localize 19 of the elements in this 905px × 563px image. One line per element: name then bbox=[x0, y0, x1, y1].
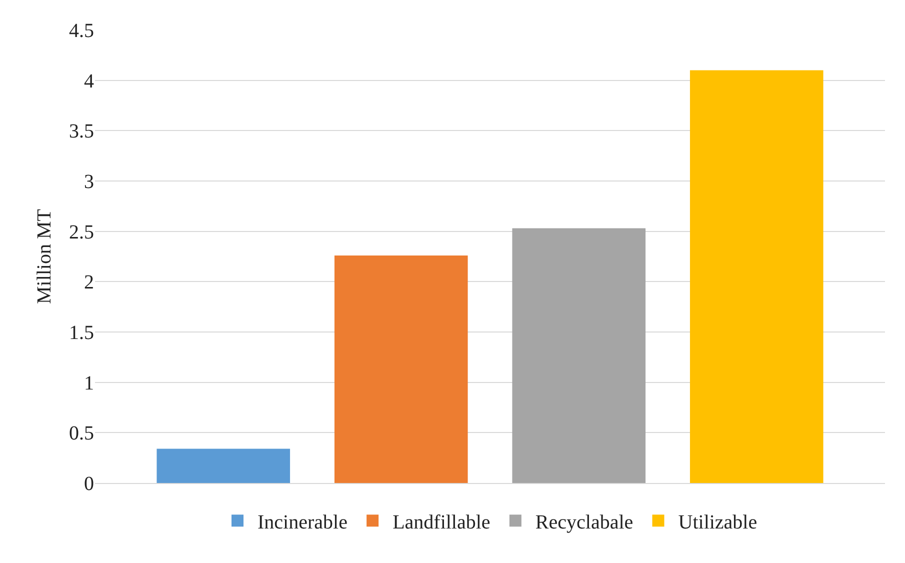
y-tick-label: 0 bbox=[84, 473, 94, 495]
legend-label: Utilizable bbox=[678, 511, 758, 534]
y-tick-label: 1.5 bbox=[69, 322, 94, 344]
y-tick-label: 0.5 bbox=[69, 422, 94, 445]
legend-label: Landfillable bbox=[392, 511, 490, 534]
y-tick-label: 3 bbox=[84, 171, 94, 193]
bar bbox=[690, 70, 824, 483]
bar bbox=[156, 448, 290, 483]
legend-label: Recyclabale bbox=[535, 511, 634, 534]
y-tick-label: 4.5 bbox=[69, 20, 94, 42]
y-axis-title: Million MT bbox=[34, 208, 56, 304]
y-tick-label: 2.5 bbox=[69, 221, 94, 244]
y-tick-label: 1 bbox=[84, 372, 94, 394]
legend-label: Incinerable bbox=[258, 511, 348, 534]
y-tick-label: 4 bbox=[84, 70, 94, 92]
y-tick-label: 3.5 bbox=[69, 120, 94, 143]
bar bbox=[334, 255, 468, 483]
bar bbox=[512, 228, 646, 483]
y-tick-label: 2 bbox=[84, 272, 94, 294]
